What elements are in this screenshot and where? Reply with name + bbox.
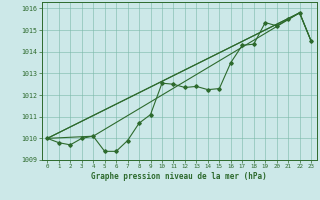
- X-axis label: Graphe pression niveau de la mer (hPa): Graphe pression niveau de la mer (hPa): [91, 172, 267, 181]
